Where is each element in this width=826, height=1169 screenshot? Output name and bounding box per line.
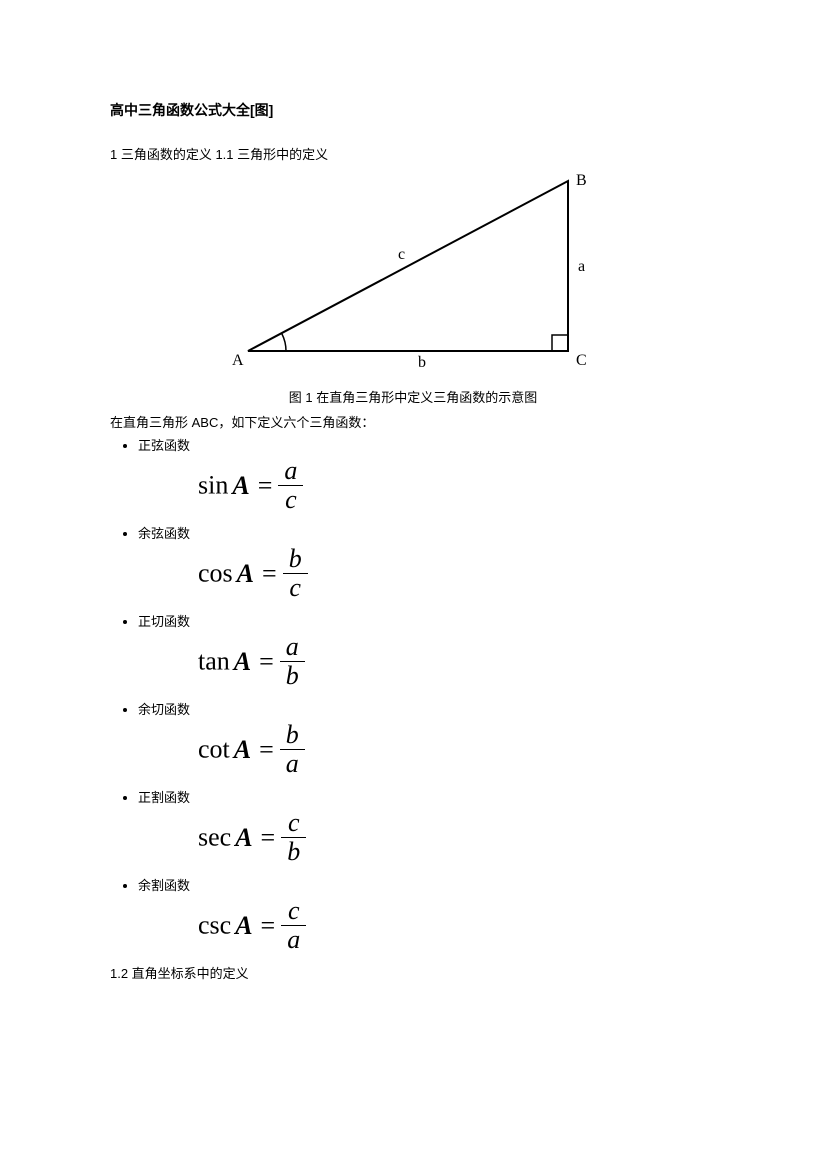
formula-fn: tan <box>198 647 230 676</box>
formula-fn: sin <box>198 471 228 500</box>
formula-item-tan: 正切函数 tanA =ab <box>138 611 716 689</box>
side-label-c: c <box>398 246 405 263</box>
formula-cos: cosA =bc <box>198 546 716 601</box>
formula-item-cos: 余弦函数 cosA =bc <box>138 523 716 601</box>
formula-fn: cos <box>198 559 233 588</box>
side-label-a: a <box>578 258 585 275</box>
fraction-denominator: a <box>281 926 306 953</box>
equals-sign: = <box>261 911 276 940</box>
side-label-b: b <box>418 354 426 371</box>
formula-item-sin: 正弦函数 sinA =ac <box>138 435 716 513</box>
triangle-shape <box>248 181 568 351</box>
formula-arg: A <box>235 823 252 852</box>
formula-name: 正弦函数 <box>138 438 190 453</box>
fraction-numerator: c <box>281 810 306 838</box>
formula-arg: A <box>237 559 254 588</box>
fraction-denominator: b <box>280 662 305 689</box>
formula-csc: cscA =ca <box>198 898 716 953</box>
section-heading-1: 1 三角函数的定义 1.1 三角形中的定义 <box>110 144 716 163</box>
fraction-denominator: a <box>280 750 305 777</box>
formula-item-cot: 余切函数 cotA =ba <box>138 699 716 777</box>
formula-sec: secA =cb <box>198 810 716 865</box>
section-heading-1-2: 1.2 直角坐标系中的定义 <box>110 963 716 982</box>
fraction-numerator: a <box>280 634 305 662</box>
formula-list: 正弦函数sinA=ac余弦函数cosA=bc正切函数tanA=ab余切函数cot… <box>138 435 716 953</box>
formula-arg: A <box>235 911 252 940</box>
formula-cot: cotA =ba <box>198 722 716 777</box>
formula-fn: sec <box>198 823 231 852</box>
fraction-denominator: c <box>283 574 308 601</box>
equals-sign: = <box>261 823 276 852</box>
formula-arg: A <box>232 471 249 500</box>
formula-item-csc: 余割函数 cscA =ca <box>138 875 716 953</box>
fraction-numerator: b <box>280 722 305 750</box>
formula-name: 余切函数 <box>138 702 190 717</box>
equals-sign: = <box>258 471 273 500</box>
vertex-label-a: A <box>232 352 244 369</box>
fraction-numerator: b <box>283 546 308 574</box>
formula-name: 余弦函数 <box>138 526 190 541</box>
formula-fn: csc <box>198 911 231 940</box>
formula-name: 正切函数 <box>138 614 190 629</box>
fraction-numerator: a <box>278 458 303 486</box>
vertex-label-c: C <box>576 352 587 369</box>
fraction-denominator: c <box>278 486 303 513</box>
right-angle-mark <box>552 335 568 351</box>
equals-sign: = <box>262 559 277 588</box>
formula-fraction: ca <box>281 898 306 953</box>
figure-1: A B Ca b c <box>110 171 716 381</box>
formula-fraction: ba <box>280 722 305 777</box>
formula-arg: A <box>234 647 251 676</box>
figure-1-caption: 图 1 在直角三角形中定义三角函数的示意图 <box>110 387 716 406</box>
page-title: 高中三角函数公式大全[图] <box>110 100 716 120</box>
formula-item-sec: 正割函数 secA =cb <box>138 787 716 865</box>
equals-sign: = <box>259 735 274 764</box>
formula-fraction: bc <box>283 546 308 601</box>
formula-name: 余割函数 <box>138 878 190 893</box>
formula-fraction: ac <box>278 458 303 513</box>
equals-sign: = <box>259 647 274 676</box>
angle-arc <box>282 334 286 351</box>
formula-name: 正割函数 <box>138 790 190 805</box>
formula-tan: tanA =ab <box>198 634 716 689</box>
formula-fraction: ab <box>280 634 305 689</box>
vertex-label-b: B <box>576 172 587 189</box>
formula-sin: sinA =ac <box>198 458 716 513</box>
fraction-denominator: b <box>281 838 306 865</box>
intro-text: 在直角三角形 ABC，如下定义六个三角函数： <box>110 412 716 431</box>
formula-fraction: cb <box>281 810 306 865</box>
triangle-diagram: A B Ca b c <box>228 171 598 376</box>
formula-arg: A <box>234 735 251 764</box>
formula-fn: cot <box>198 735 230 764</box>
fraction-numerator: c <box>281 898 306 926</box>
